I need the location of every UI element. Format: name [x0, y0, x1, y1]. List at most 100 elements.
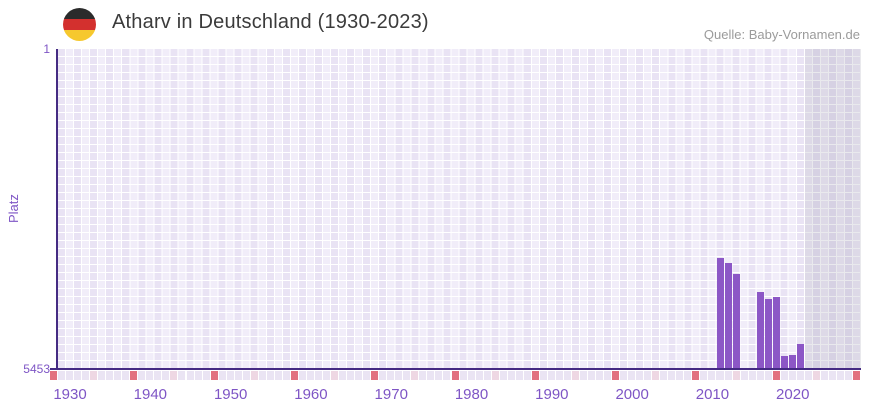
german-flag-icon: [63, 8, 96, 41]
strip-cell: [282, 371, 290, 380]
strip-cell: [419, 371, 427, 380]
y-axis-title: Platz: [6, 194, 21, 224]
strip-cell: [138, 371, 146, 380]
strip-half-decade-mark: [652, 371, 660, 380]
strip-cell: [363, 371, 371, 380]
strip-cell: [186, 371, 194, 380]
strip-cell: [387, 371, 395, 380]
strip-cell: [499, 371, 507, 380]
y-tick-top: 1: [43, 42, 50, 56]
strip-cell: [234, 371, 242, 380]
x-tick-1950: 1950: [213, 386, 248, 403]
x-tick-1990: 1990: [535, 386, 569, 403]
strip-cell: [154, 371, 162, 380]
strip-cell: [266, 371, 274, 380]
strip-cell: [355, 371, 363, 380]
strip-cell: [435, 371, 443, 380]
strip-cell: [756, 371, 764, 380]
strip-cell: [604, 371, 612, 380]
strip-cell: [274, 371, 282, 380]
bar-2013: [733, 273, 741, 369]
strip-cell: [804, 371, 812, 380]
strip-decade-mark: [692, 371, 700, 380]
x-tick-1980: 1980: [454, 386, 489, 403]
strip-cell: [467, 371, 475, 380]
strip-decade-mark: [130, 371, 138, 380]
strip-cell: [844, 371, 852, 380]
strip-decade-mark: [371, 371, 379, 380]
strip-cell: [403, 371, 411, 380]
strip-cell: [98, 371, 106, 380]
bar-2019: [781, 356, 789, 369]
strip-cell: [620, 371, 628, 380]
strip-half-decade-mark: [90, 371, 98, 380]
strip-decade-mark: [772, 371, 780, 380]
strip-cell: [515, 371, 523, 380]
x-tick-1970: 1970: [374, 386, 408, 403]
strip-cell: [82, 371, 90, 380]
strip-cell: [836, 371, 844, 380]
strip-decade-mark: [612, 371, 620, 380]
strip-cell: [298, 371, 306, 380]
strip-half-decade-mark: [571, 371, 579, 380]
strip-cell: [684, 371, 692, 380]
strip-decade-mark: [290, 371, 298, 380]
strip-cell: [146, 371, 154, 380]
bar-2021: [797, 344, 805, 369]
strip-cell: [676, 371, 684, 380]
strip-cell: [588, 371, 596, 380]
strip-cell: [547, 371, 555, 380]
strip-cell: [628, 371, 636, 380]
strip-cell: [178, 371, 186, 380]
x-tick-2000: 2000: [615, 386, 649, 403]
strip-cell: [740, 371, 748, 380]
strip-cell: [314, 371, 322, 380]
strip-cell: [427, 371, 435, 380]
x-tick-2020: 2020: [776, 386, 810, 403]
strip-cell: [764, 371, 772, 380]
strip-cell: [828, 371, 836, 380]
strip-half-decade-mark: [331, 371, 339, 380]
strip-cell: [306, 371, 314, 380]
strip-cell: [459, 371, 467, 380]
strip-half-decade-mark: [250, 371, 258, 380]
strip-cell: [74, 371, 82, 380]
strip-cell: [748, 371, 756, 380]
x-tick-1940: 1940: [133, 386, 168, 403]
bar-2016: [757, 292, 765, 369]
strip-cell: [579, 371, 587, 380]
strip-decade-mark: [50, 371, 58, 380]
strip-cell: [668, 371, 676, 380]
strip-cell: [507, 371, 515, 380]
strip-cell: [539, 371, 547, 380]
strip-cell: [202, 371, 210, 380]
strip-cell: [636, 371, 644, 380]
page-title: Atharv in Deutschland (1930-2023): [112, 11, 429, 33]
x-tick-2010: 2010: [695, 386, 730, 403]
flag-stripe-red: [63, 19, 96, 30]
strip-cell: [106, 371, 114, 380]
flag-stripe-gold: [63, 30, 96, 41]
strip-decade-mark: [451, 371, 459, 380]
strip-cell: [563, 371, 571, 380]
strip-half-decade-mark: [411, 371, 419, 380]
strip-cell: [644, 371, 652, 380]
strip-cell: [716, 371, 724, 380]
y-axis-line: [56, 49, 58, 369]
strip-cell: [162, 371, 170, 380]
x-axis-line: [50, 368, 861, 370]
strip-cell: [708, 371, 716, 380]
strip-cell: [724, 371, 732, 380]
strip-half-decade-mark: [732, 371, 740, 380]
bar-2012: [724, 263, 732, 369]
strip-cell: [58, 371, 66, 380]
strip-cell: [483, 371, 491, 380]
strip-cell: [395, 371, 403, 380]
source-attribution: Quelle: Baby-Vornamen.de: [703, 27, 860, 42]
strip-decade-mark: [531, 371, 539, 380]
strip-decade-mark: [853, 371, 861, 380]
strip-cell: [780, 371, 788, 380]
flag-stripe-black: [63, 8, 96, 19]
bar-2011: [716, 258, 724, 369]
